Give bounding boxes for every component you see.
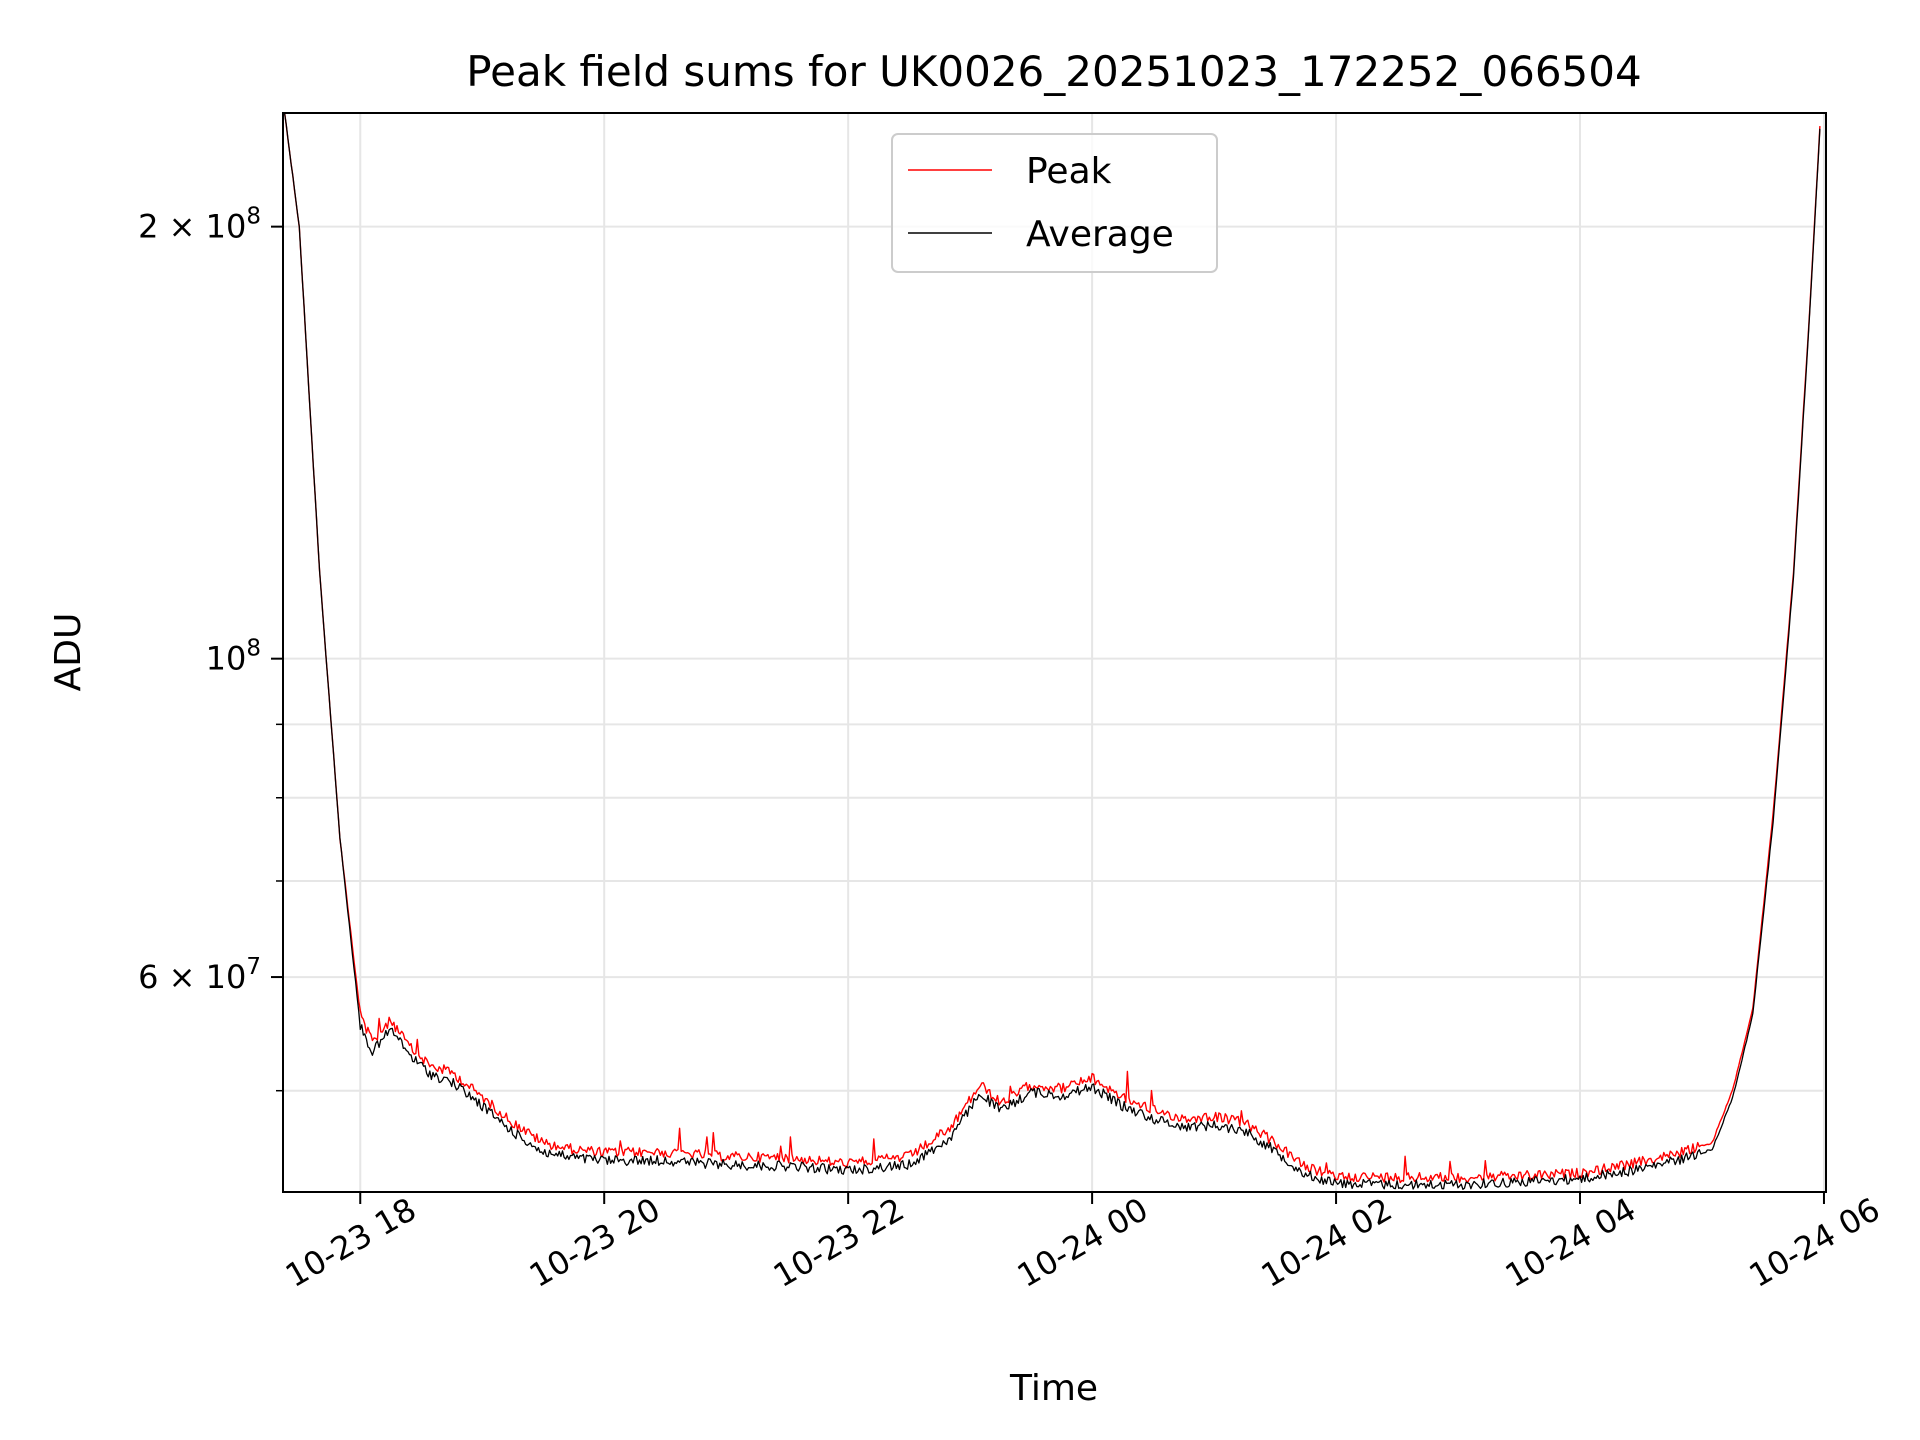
plot-frame xyxy=(282,112,1827,1193)
legend-label-peak: Peak xyxy=(1026,151,1112,192)
y-tick-label: 108 xyxy=(206,636,261,678)
chart-title: Peak field sums for UK0026_20251023_1722… xyxy=(466,47,1641,96)
y-axis-label: ADU xyxy=(48,613,89,692)
legend: Peak Average xyxy=(891,133,1218,273)
legend-label-average: Average xyxy=(1026,214,1174,255)
legend-box xyxy=(891,133,1218,273)
series-line-peak xyxy=(283,113,1821,1184)
series-line-average xyxy=(283,113,1821,1190)
y-tick-label: 6 × 107 xyxy=(138,954,261,996)
y-tick-label: 2 × 108 xyxy=(138,204,261,246)
y-axis-ticks: 2 × 108 108 6 × 107 xyxy=(138,204,283,1092)
series-layer xyxy=(283,113,1821,1190)
x-axis-label: Time xyxy=(1009,1368,1098,1409)
